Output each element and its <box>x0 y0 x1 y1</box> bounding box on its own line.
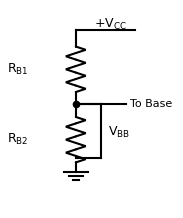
Text: $\mathregular{R}_{\mathregular{B2}}$: $\mathregular{R}_{\mathregular{B2}}$ <box>7 132 29 147</box>
Text: $\mathregular{V}_{\mathregular{BB}}$: $\mathregular{V}_{\mathregular{BB}}$ <box>108 125 130 140</box>
Text: $+\mathregular{V}_{\mathregular{CC}}$: $+\mathregular{V}_{\mathregular{CC}}$ <box>94 17 127 32</box>
Text: $\mathregular{R}_{\mathregular{B1}}$: $\mathregular{R}_{\mathregular{B1}}$ <box>7 62 29 77</box>
Text: To Base: To Base <box>130 99 172 109</box>
